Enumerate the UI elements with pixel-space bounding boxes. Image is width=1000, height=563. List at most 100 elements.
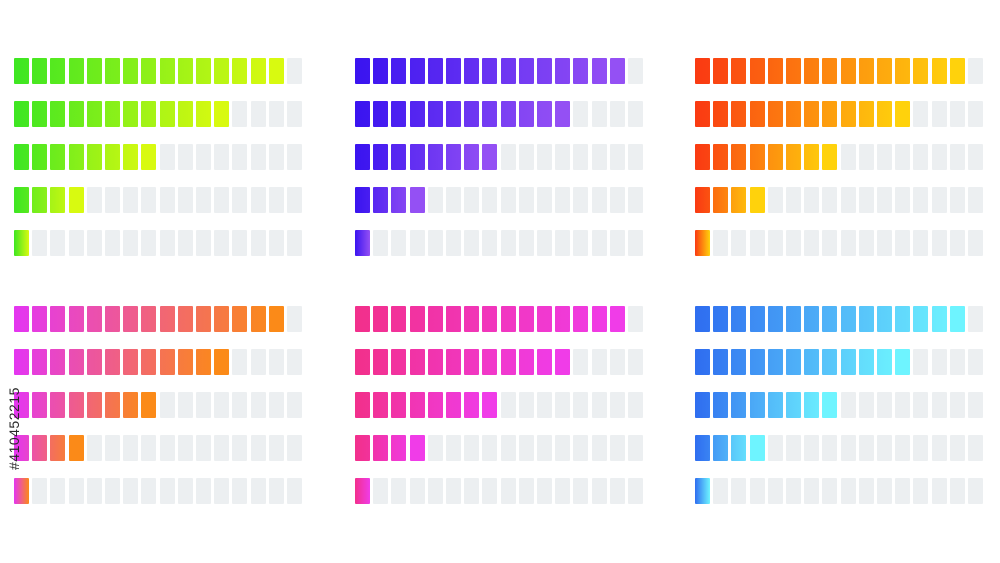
progress-bar — [695, 230, 983, 256]
progress-segment-filled — [86, 392, 102, 418]
progress-segment-empty — [232, 187, 248, 213]
progress-segment-empty — [628, 230, 643, 256]
progress-segment-filled — [68, 187, 84, 213]
progress-segment-filled — [858, 349, 874, 375]
progress-segment-filled — [840, 101, 856, 127]
progress-segment-filled — [68, 306, 84, 332]
progress-segment-empty — [895, 187, 911, 213]
progress-segment-empty — [573, 435, 589, 461]
progress-segment-filled — [555, 349, 571, 375]
progress-segment-empty — [931, 101, 947, 127]
progress-segment-filled — [446, 58, 461, 84]
progress-segment-filled — [731, 187, 747, 213]
progress-segment-empty — [931, 187, 947, 213]
progress-segment-empty — [214, 392, 230, 418]
progress-segment-filled — [446, 144, 461, 170]
progress-segment-empty — [573, 230, 589, 256]
progress-segment-empty — [196, 144, 211, 170]
progress-segment-empty — [858, 230, 874, 256]
progress-segment-filled — [123, 101, 139, 127]
progress-segment-empty — [949, 392, 965, 418]
progress-segment-empty — [268, 187, 284, 213]
progress-segment-filled — [409, 187, 425, 213]
progress-segment-empty — [196, 230, 211, 256]
progress-segment-empty — [628, 101, 643, 127]
progress-segment-filled — [446, 306, 461, 332]
progress-segment-empty — [500, 230, 516, 256]
progress-segment-filled — [895, 101, 911, 127]
progress-segment-empty — [877, 478, 892, 504]
progress-segment-filled — [822, 392, 838, 418]
progress-segment-empty — [786, 435, 801, 461]
progress-segment-filled — [50, 435, 66, 461]
progress-segment-filled — [482, 392, 498, 418]
progress-segment-empty — [250, 144, 266, 170]
progress-segment-empty — [949, 187, 965, 213]
progress-segment-empty — [391, 478, 407, 504]
progress-segment-empty — [767, 230, 783, 256]
progress-segment-empty — [446, 435, 461, 461]
progress-segment-empty — [822, 230, 838, 256]
progress-segment-empty — [804, 230, 820, 256]
progress-segment-filled — [749, 101, 765, 127]
progress-bar — [355, 478, 643, 504]
progress-segment-filled — [373, 435, 389, 461]
progress-segment-empty — [482, 187, 498, 213]
progress-segment-empty — [537, 478, 552, 504]
progress-segment-filled — [373, 101, 389, 127]
progress-segment-filled — [409, 435, 425, 461]
progress-segment-filled — [695, 306, 710, 332]
progress-segment-filled — [50, 58, 66, 84]
progress-segment-empty — [287, 392, 302, 418]
progress-segment-empty — [840, 392, 856, 418]
progress-segment-empty — [968, 144, 983, 170]
progress-segment-filled — [14, 349, 29, 375]
progress-segment-filled — [518, 58, 534, 84]
stock-id-label: #410452215 — [6, 387, 22, 470]
progress-segment-empty — [86, 478, 102, 504]
progress-segment-filled — [250, 306, 266, 332]
progress-segment-empty — [159, 187, 175, 213]
progress-segment-empty — [250, 101, 266, 127]
progress-segment-empty — [949, 435, 965, 461]
progress-segment-filled — [840, 349, 856, 375]
progress-segment-filled — [464, 144, 480, 170]
progress-segment-empty — [518, 478, 534, 504]
progress-segment-filled — [482, 58, 498, 84]
progress-bar — [355, 101, 643, 127]
progress-segment-empty — [482, 435, 498, 461]
progress-segment-filled — [695, 392, 710, 418]
progress-segment-filled — [196, 58, 211, 84]
progress-segment-empty — [895, 230, 911, 256]
progress-segment-filled — [695, 435, 710, 461]
progress-segment-empty — [786, 478, 801, 504]
progress-segment-filled — [731, 58, 747, 84]
progress-segment-empty — [840, 230, 856, 256]
progress-segment-filled — [713, 187, 729, 213]
progress-segment-filled — [32, 58, 48, 84]
progress-segment-filled — [500, 58, 516, 84]
progress-segment-filled — [767, 58, 783, 84]
progress-segment-empty — [573, 392, 589, 418]
progress-segment-empty — [573, 187, 589, 213]
progress-bar — [695, 306, 983, 332]
progress-segment-filled — [446, 101, 461, 127]
progress-segment-filled — [713, 392, 729, 418]
progress-segment-empty — [32, 478, 48, 504]
progress-segment-filled — [713, 144, 729, 170]
progress-segment-empty — [555, 435, 571, 461]
progress-bar — [355, 144, 643, 170]
progress-bar — [695, 478, 983, 504]
progress-segment-filled — [391, 144, 407, 170]
progress-segment-empty — [591, 101, 607, 127]
progress-segment-empty — [141, 435, 157, 461]
progress-segment-filled — [14, 58, 29, 84]
progress-segment-empty — [268, 435, 284, 461]
progress-segment-filled — [695, 478, 710, 504]
progress-segment-empty — [287, 187, 302, 213]
progress-segment-empty — [609, 230, 625, 256]
progress-segment-filled — [555, 101, 571, 127]
progress-segment-filled — [141, 58, 157, 84]
progress-segment-filled — [50, 144, 66, 170]
progress-segment-empty — [268, 144, 284, 170]
